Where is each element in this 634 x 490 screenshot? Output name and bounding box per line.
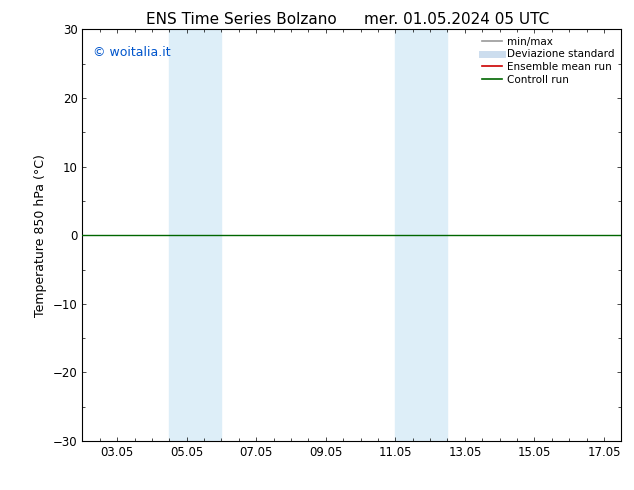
Y-axis label: Temperature 850 hPa (°C): Temperature 850 hPa (°C) bbox=[34, 154, 48, 317]
Bar bbox=[396, 29, 448, 441]
Bar bbox=[169, 29, 221, 441]
Text: ENS Time Series Bolzano: ENS Time Series Bolzano bbox=[146, 12, 336, 27]
Legend: min/max, Deviazione standard, Ensemble mean run, Controll run: min/max, Deviazione standard, Ensemble m… bbox=[479, 35, 616, 87]
Text: © woitalia.it: © woitalia.it bbox=[93, 46, 171, 59]
Text: mer. 01.05.2024 05 UTC: mer. 01.05.2024 05 UTC bbox=[364, 12, 549, 27]
